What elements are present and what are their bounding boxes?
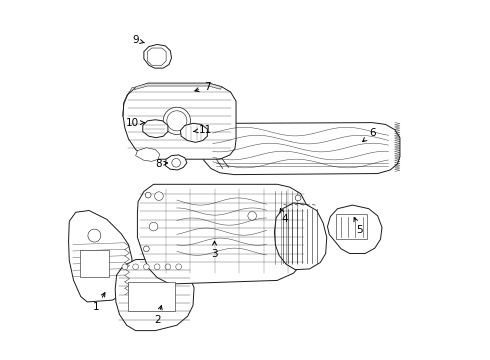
Text: 6: 6 bbox=[363, 129, 376, 141]
Text: 2: 2 bbox=[154, 306, 162, 325]
Circle shape bbox=[144, 264, 149, 270]
Polygon shape bbox=[69, 211, 132, 302]
Circle shape bbox=[248, 212, 256, 220]
Text: 1: 1 bbox=[93, 293, 105, 312]
Polygon shape bbox=[144, 44, 172, 68]
Circle shape bbox=[149, 222, 158, 231]
Circle shape bbox=[167, 111, 187, 131]
Polygon shape bbox=[143, 120, 168, 138]
Text: 3: 3 bbox=[211, 241, 218, 258]
Polygon shape bbox=[115, 259, 194, 330]
Polygon shape bbox=[135, 83, 221, 90]
Polygon shape bbox=[274, 203, 327, 270]
Circle shape bbox=[144, 246, 149, 252]
Text: 9: 9 bbox=[132, 35, 145, 45]
Circle shape bbox=[176, 264, 181, 270]
Polygon shape bbox=[136, 148, 160, 161]
Circle shape bbox=[295, 195, 301, 201]
Polygon shape bbox=[122, 87, 136, 116]
Circle shape bbox=[122, 264, 128, 270]
Polygon shape bbox=[337, 214, 367, 239]
Text: 5: 5 bbox=[354, 217, 363, 235]
Circle shape bbox=[165, 264, 171, 270]
Text: 4: 4 bbox=[280, 208, 288, 224]
Text: 7: 7 bbox=[195, 82, 211, 92]
Polygon shape bbox=[128, 282, 175, 311]
Polygon shape bbox=[123, 83, 236, 159]
Polygon shape bbox=[202, 123, 400, 175]
Circle shape bbox=[146, 192, 151, 198]
Polygon shape bbox=[166, 155, 187, 170]
Polygon shape bbox=[327, 205, 382, 253]
Circle shape bbox=[163, 107, 191, 134]
Text: 11: 11 bbox=[194, 125, 212, 135]
Circle shape bbox=[88, 229, 101, 242]
Polygon shape bbox=[137, 184, 307, 284]
Circle shape bbox=[154, 264, 160, 270]
Polygon shape bbox=[180, 123, 207, 142]
Text: 8: 8 bbox=[155, 158, 168, 168]
Polygon shape bbox=[80, 250, 109, 277]
Circle shape bbox=[133, 264, 139, 270]
Polygon shape bbox=[202, 128, 216, 150]
Circle shape bbox=[172, 158, 180, 167]
Polygon shape bbox=[147, 48, 166, 65]
Circle shape bbox=[155, 192, 163, 201]
Text: 10: 10 bbox=[125, 118, 145, 128]
